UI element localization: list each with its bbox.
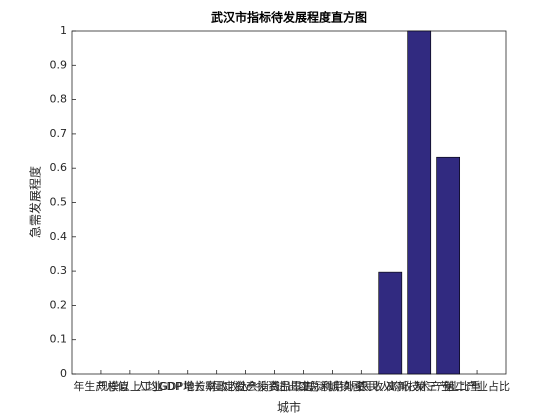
x-tick-label: 进出口总额 [276, 379, 331, 393]
x-tick-label: 高新技术产业 [386, 379, 452, 393]
y-tick-label: 0.9 [50, 58, 68, 71]
x-tick-label: 第二产业占比 [444, 379, 510, 393]
bar [407, 30, 432, 375]
chart-title: 武汉市指标待发展程度直方图 [211, 10, 367, 25]
x-tick-label: 第三产业比重 [415, 379, 481, 393]
y-tick-label: 0.6 [50, 161, 68, 174]
x-tick-label: 人均GDP [136, 380, 182, 393]
y-tick-label: 0.3 [50, 264, 68, 277]
y-tick-label: 0.1 [50, 333, 68, 346]
bar [436, 156, 461, 375]
y-tick-label: 0.7 [50, 127, 68, 140]
x-axis-label: 城市 [277, 400, 301, 415]
x-tick-label: 实际利用外资 [299, 379, 365, 393]
x-tick-label: 固定资产投资 [213, 379, 279, 393]
x-tick-label: 规模以上工业 [97, 379, 163, 393]
x-tick-label: GDP增长率 [159, 379, 216, 393]
y-tick-label: 0 [60, 367, 67, 380]
x-tick-label: 农民人均收入 [357, 379, 423, 393]
y-tick-label: 0.8 [50, 93, 68, 106]
x-tick-label: 地方财政收入 [184, 379, 250, 393]
x-tick-label: 社会消费品零售 [236, 379, 313, 393]
bar [378, 271, 403, 375]
x-tick-label: 城镇居民收入 [328, 379, 394, 393]
y-tick-label: 0.5 [50, 196, 68, 209]
y-tick-label: 0.4 [50, 230, 68, 243]
y-axis-label: 急需发展程度 [28, 166, 43, 238]
x-tick-label: 年生产总值 [73, 379, 128, 393]
plot-area [71, 30, 507, 375]
y-tick-label: 0.2 [50, 298, 68, 311]
y-tick-label: 1 [60, 24, 67, 37]
